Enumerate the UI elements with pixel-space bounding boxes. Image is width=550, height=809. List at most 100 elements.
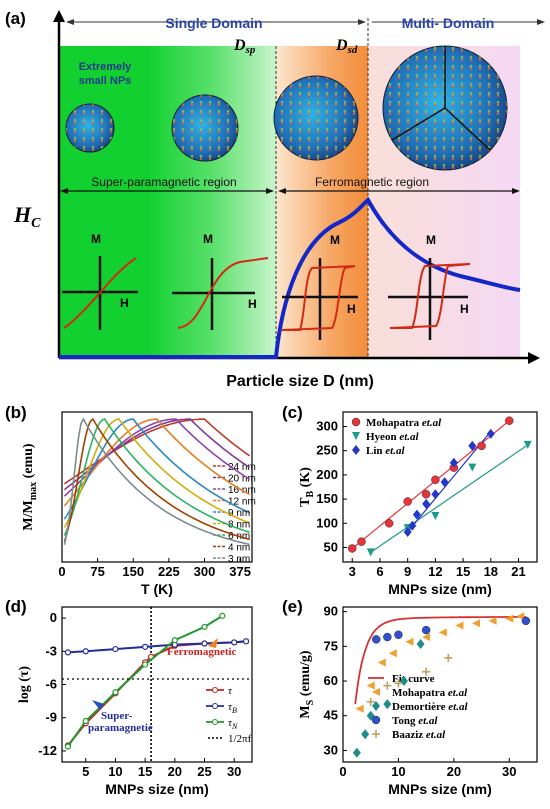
y-tick-label: 300 [316,419,338,434]
arrowhead [537,19,545,25]
data-point [421,625,431,635]
legend-marker [212,687,218,693]
data-point [444,653,453,662]
chart-b: 0 75 150 225 300 375 T (K) M/Mmax (emu) (b) 24 nm… [5,403,256,597]
x-tick-label: 30 [502,764,516,779]
x-tick-label: 10 [391,764,405,779]
legend-label-name: Baaziz [392,729,426,741]
data-point [421,490,431,499]
y-axis-title-sub: max [28,482,39,500]
y-tick-label: 200 [316,467,338,482]
data-point [142,643,149,650]
h-label: H [347,302,356,316]
legend-label-etal: curve [408,673,434,685]
data-point [422,498,431,509]
data-point [438,628,447,637]
series-line-24nm [63,418,251,485]
legend-marker [371,715,381,725]
data-point [403,527,412,537]
data-point [388,649,397,658]
data-point [405,637,414,646]
legend-label: 24 nm [228,462,256,473]
data-point [383,699,392,710]
legend-marker [372,688,380,696]
y-tick-label: 250 [316,443,338,458]
mh-loop-3: M H [281,233,358,340]
chart-c: 3 6 9 12 15 18 21 50 100 150 200 250 300 MNPs size (n… [282,403,538,597]
data-point [486,428,495,439]
data-point [219,612,226,619]
legend-label-etal: et.al [385,445,405,457]
data-point [440,477,449,488]
data-point [352,747,361,758]
legend-label-etal: et.al [422,417,442,429]
data-point [112,689,119,696]
arrowhead [358,19,366,25]
legend-label: Lin et.al [366,445,405,457]
x-tick-label: 5 [82,764,89,779]
data-point [142,661,149,668]
y-tick-label: 150 [316,491,338,506]
legend-marker [351,417,361,427]
data-point [231,639,238,646]
x-tick-label: 0 [339,764,346,779]
data-point [394,630,403,640]
x-tick-label: 9 [404,564,411,579]
fit-line [370,444,529,553]
legend-label-main: τ [228,685,233,697]
legend-label-etal: et.al [426,729,446,741]
fm-region-label: Ferromagnetic region [315,175,429,189]
m-label: M [203,232,213,246]
legend-label: 3 nm [228,554,250,565]
y-axis-title-sub: S [305,699,316,705]
series-line [67,640,247,654]
data-point [383,681,392,690]
legend-label: Fit curve [392,673,435,685]
data-point [366,548,375,557]
series-line-8nm [63,418,250,528]
y-tick-label: 50 [324,539,338,554]
m-label: M [330,233,340,247]
legend-label: Hyeon et.al [366,431,420,443]
legend-label: τN [228,717,238,731]
data-point [64,743,72,750]
legend-label-main: τ [228,717,233,729]
x-axis-title: MNPs size (nm) [105,781,208,797]
x-axis-title: MNPs size (nm) [388,781,491,797]
legend-label-name: Mohapatra [366,417,422,429]
small-nps-line1: Extremely [79,61,132,73]
data-point [201,623,208,631]
y-axis-title-unit: (K) [298,467,313,491]
h-label: H [120,296,129,310]
superparamagnetic-annotation-2: paramagnetic [88,722,153,734]
data-point [505,416,514,425]
data-point [366,697,375,706]
x-tick-label: 10 [108,764,122,779]
superparamagnetic-annotation-1: Super- [101,710,133,722]
x-tick-label: 21 [511,564,525,579]
dsp-label: Dsp [233,37,256,56]
y-tick-label: -3 [45,643,57,658]
data-point [394,679,403,688]
y-tick-label: 30 [324,742,338,757]
h-label: H [460,302,469,316]
x-tick-label: 3 [349,564,356,579]
data-point [449,457,458,468]
legend-marker [372,730,380,738]
x-tick-label: 30 [227,764,241,779]
x-tick-label: 12 [428,564,442,579]
arrowhead [66,19,74,25]
data-point [412,509,421,520]
legend-label-name: Mohapatra [392,687,448,699]
legend-label: Mohapatra et.al [392,687,468,699]
data-point [521,616,531,626]
data-point [422,667,431,676]
x-tick-label: 225 [158,564,180,579]
x-tick-label: 0 [58,564,65,579]
data-point [455,621,464,630]
plot-frame [61,411,253,563]
data-point [357,537,366,546]
series-line-6nm [63,418,250,536]
arrowhead [60,188,68,194]
legend-label-etal: et.al [448,701,468,713]
